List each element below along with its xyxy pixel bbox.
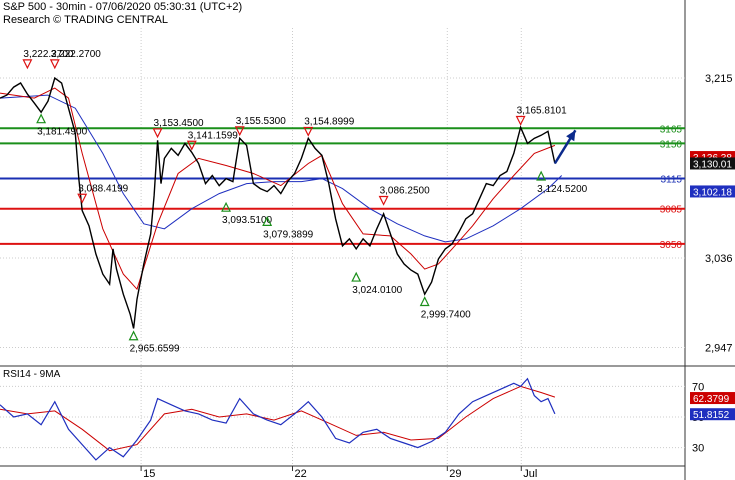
- swing-high-label-10: 3,154.8999: [304, 116, 354, 127]
- price-line: [0, 76, 556, 329]
- rsi-line: [0, 377, 556, 461]
- rsi-ma-line: [0, 385, 556, 452]
- swing-high-marker-0: [22, 59, 33, 70]
- swing-high-marker-11: [378, 195, 389, 206]
- swing-low-label-9: 3,079.3899: [263, 229, 313, 240]
- swing-low-marker-15: [536, 170, 547, 181]
- swing-high-marker-14: [515, 115, 526, 126]
- level-label-3165: 3165: [660, 124, 683, 135]
- x-tick-label-2: 29: [449, 468, 461, 480]
- level-label-3150: 3150: [660, 139, 683, 150]
- y-tick-label-2: 2,947: [705, 342, 733, 354]
- price-badge-label-ma_slow: 3,102.18: [693, 187, 732, 198]
- price-panel: [0, 28, 685, 364]
- y-tick-label-0: 3,215: [705, 73, 733, 85]
- swing-high-label-6: 3,141.1599: [188, 130, 238, 141]
- rsi-badge-label-rsi_ma: 62.3799: [693, 394, 730, 405]
- swing-high-label-3: 3,088.4199: [78, 183, 128, 194]
- swing-high-marker-1: [49, 59, 60, 70]
- swing-high-marker-8: [234, 126, 245, 137]
- ma-slow-line: [0, 94, 563, 243]
- x-tick-label-3: Jul: [523, 468, 537, 480]
- level-label-3115: 3115: [660, 175, 682, 186]
- price-badge-price: [690, 157, 735, 170]
- y-tick-label-1: 3,036: [705, 253, 733, 265]
- rsi-panel-title: RSI14 - 9MA: [3, 369, 61, 380]
- swing-high-marker-6: [186, 140, 197, 151]
- swing-high-label-8: 3,155.5300: [236, 116, 286, 127]
- chart-source: Research © TRADING CENTRAL: [3, 14, 168, 26]
- swing-low-label-4: 2,965.6599: [130, 344, 180, 355]
- swing-high-marker-10: [303, 126, 314, 137]
- swing-low-marker-2: [36, 113, 47, 124]
- rsi-tick-label-2: 30: [692, 443, 704, 455]
- swing-low-label-15: 3,124.5200: [537, 184, 587, 195]
- swing-high-label-0: 3,222.2700: [23, 49, 73, 60]
- rsi-badge-rsi_ma: [690, 392, 735, 405]
- rsi-badge-label-rsi: 51.8152: [693, 410, 730, 421]
- swing-high-marker-3: [77, 193, 88, 204]
- swing-low-marker-9: [262, 216, 273, 226]
- swing-low-label-7: 3,093.5100: [222, 215, 272, 226]
- swing-low-label-12: 3,024.0100: [352, 285, 402, 296]
- swing-low-marker-7: [221, 201, 232, 212]
- price-badge-ma_slow: [690, 185, 735, 198]
- swing-high-label-1: 3,222.2700: [51, 49, 101, 60]
- swing-high-label-5: 3,153.4500: [154, 118, 204, 129]
- swing-low-marker-4: [128, 330, 139, 341]
- x-tick-label-1: 22: [294, 468, 306, 480]
- swing-low-marker-12: [351, 271, 362, 282]
- swing-low-label-13: 2,999.7400: [421, 309, 471, 320]
- rsi-badge-rsi: [690, 408, 735, 421]
- price-badge-label-price: 3,130.01: [693, 159, 732, 170]
- swing-high-marker-5: [152, 128, 163, 139]
- chart-title: S&P 500 - 30min - 07/06/2020 05:30:31 (U…: [3, 1, 243, 13]
- swing-low-label-2: 3,181.4900: [37, 127, 87, 138]
- swing-high-label-14: 3,165.8101: [517, 105, 567, 116]
- forecast-arrow-head: [566, 130, 576, 142]
- swing-high-label-11: 3,086.2500: [380, 185, 430, 196]
- swing-low-marker-13: [419, 296, 430, 307]
- rsi-tick-label-0: 70: [692, 381, 704, 393]
- x-tick-label-0: 15: [143, 468, 155, 480]
- level-label-3085: 3085: [660, 205, 683, 216]
- level-label-3050: 3050: [660, 240, 683, 251]
